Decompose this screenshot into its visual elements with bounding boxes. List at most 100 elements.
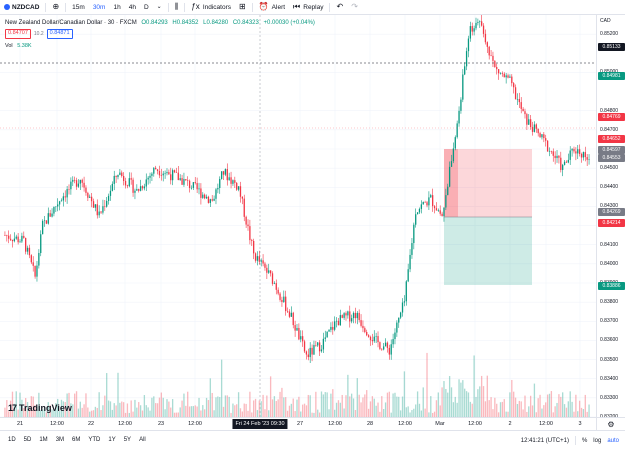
sell-price-button[interactable]: 0.84707 — [5, 29, 31, 39]
timeframe-15m[interactable]: 15m — [72, 3, 85, 11]
range-button-6m[interactable]: 6M — [72, 437, 81, 443]
clock-label[interactable]: 12:41:21 (UTC+1) — [520, 437, 569, 444]
volume-bar — [371, 396, 374, 417]
price-tick-label: 0.84500 — [600, 165, 619, 172]
candle-body — [531, 127, 534, 132]
tradingview-logo[interactable]: 17 TradingView — [8, 403, 72, 413]
candle-body — [34, 265, 36, 277]
timeframe-d[interactable]: D — [143, 3, 149, 11]
volume-bar — [164, 409, 166, 417]
volume-bar — [454, 396, 456, 417]
chart-settings-button[interactable]: ⚙ — [596, 417, 625, 430]
range-button-1d[interactable]: 1D — [8, 437, 16, 443]
candle-body — [196, 183, 198, 190]
chart-legend: New Zealand Dollar/Canadian Dollar · 30 … — [5, 20, 315, 49]
price-tag: 0.84269 — [598, 208, 625, 217]
chart-type-button[interactable]: ⫼ — [171, 0, 183, 15]
candle-body — [53, 206, 55, 214]
volume-bar — [236, 404, 238, 417]
buy-price-button[interactable]: 0.84871 — [46, 29, 73, 39]
candle-body — [113, 175, 115, 184]
timeframe-4h[interactable]: 4h — [128, 3, 136, 11]
price-chart[interactable] — [0, 15, 596, 417]
candle-body — [25, 237, 27, 252]
volume-bar — [447, 392, 449, 417]
volume-bar — [577, 411, 579, 417]
layouts-button[interactable]: ⊞ — [235, 0, 250, 15]
timeframe-1h[interactable]: 1h — [113, 3, 121, 11]
volume-bar — [415, 404, 417, 417]
volume-bar — [556, 402, 558, 417]
price-axis[interactable]: CAD 0.852000.850000.848000.847000.846000… — [596, 15, 625, 420]
candle-body — [236, 182, 238, 190]
tv-logo-icon: 17 — [8, 403, 17, 413]
volume-bar — [89, 411, 91, 417]
volume-bar — [356, 378, 358, 417]
volume-bar — [279, 391, 281, 417]
undo-icon: ↶ — [336, 2, 344, 11]
volume-bar — [243, 403, 245, 417]
candle-body — [190, 187, 193, 189]
candle-body — [558, 155, 560, 158]
candle-body — [383, 346, 385, 350]
candle-body — [486, 42, 488, 47]
candle-body — [509, 76, 511, 78]
candle-body — [228, 177, 230, 181]
alert-button[interactable]: ⏰ Alert — [255, 0, 289, 15]
percent-toggle[interactable]: % — [581, 437, 588, 444]
range-button-all[interactable]: All — [139, 437, 146, 443]
candle-body — [422, 202, 424, 205]
candle-body — [403, 301, 406, 303]
auto-toggle[interactable]: auto — [607, 437, 619, 444]
log-toggle[interactable]: log — [593, 437, 602, 444]
candle-body — [563, 161, 566, 165]
candle-body — [352, 312, 355, 319]
time-axis[interactable]: 21 12:00 22 12:00 23 12:00 27 12:00 28 12:00 Mar 12… — [0, 417, 596, 430]
timeframe-dropdown[interactable]: ⌄ — [153, 0, 166, 15]
range-button-1m[interactable]: 1M — [39, 437, 48, 443]
timeframe-30m[interactable]: 30m — [92, 3, 106, 11]
volume-bar — [226, 395, 228, 417]
candle-body — [149, 175, 151, 178]
volume-bar — [580, 407, 583, 417]
volume-bar — [166, 399, 168, 417]
candle-body — [254, 253, 257, 261]
volume-bar — [560, 396, 562, 417]
candle-body — [279, 293, 281, 300]
candle-body — [79, 179, 81, 184]
range-button-3m[interactable]: 3M — [55, 437, 65, 443]
redo-button[interactable]: ↷ — [347, 0, 362, 15]
range-button-1y[interactable]: 1Y — [108, 437, 116, 443]
candle-body — [580, 153, 583, 158]
volume-bar — [364, 394, 366, 417]
candle-body — [441, 213, 443, 217]
candle-body — [211, 199, 213, 201]
position-tool[interactable] — [444, 149, 532, 285]
volume-bar — [85, 393, 87, 417]
chart-canvas[interactable] — [0, 15, 596, 417]
indicators-button[interactable]: ƒx Indicators — [187, 0, 235, 15]
range-button-5y[interactable]: 5Y — [123, 437, 132, 443]
series-title[interactable]: New Zealand Dollar/Canadian Dollar · 30 … — [5, 20, 137, 26]
volume-bar — [55, 403, 57, 417]
volume-bar — [258, 400, 260, 417]
volume-bar — [307, 394, 309, 417]
compare-button[interactable]: ⊕ — [48, 0, 63, 15]
symbol-search[interactable]: NZDCAD — [0, 0, 43, 15]
volume-bar — [147, 407, 149, 417]
candle-body — [62, 196, 65, 201]
volume-bar — [315, 391, 317, 417]
currency-label[interactable]: CAD — [600, 18, 611, 24]
volume-bar — [62, 401, 65, 417]
volume-bar — [81, 407, 83, 417]
stop-loss-zone[interactable] — [444, 149, 532, 217]
undo-button[interactable]: ↶ — [332, 0, 347, 15]
candle-body — [522, 108, 524, 112]
range-button-5d[interactable]: 5D — [23, 437, 32, 443]
price-tag: 0.84597 — [598, 145, 625, 154]
candle-body — [448, 166, 451, 187]
take-profit-zone[interactable] — [444, 217, 532, 285]
candle-body — [100, 211, 102, 213]
replay-button[interactable]: ⏮ Replay — [289, 0, 327, 15]
range-button-ytd[interactable]: YTD — [88, 437, 101, 443]
